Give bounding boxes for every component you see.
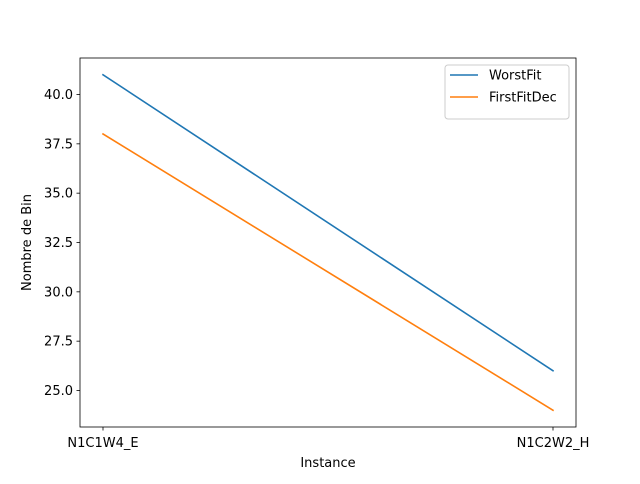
legend-box bbox=[444, 64, 570, 120]
axes-frame bbox=[79, 57, 577, 428]
y-tick-label: 35.0 bbox=[44, 187, 73, 202]
x-tick-label: N1C1W4_E bbox=[67, 436, 138, 451]
y-tick-label: 25.0 bbox=[44, 384, 73, 399]
y-tick-label: 30.0 bbox=[44, 285, 73, 300]
y-tick-label: 27.5 bbox=[44, 335, 73, 350]
legend-label-worstfit: WorstFit bbox=[489, 69, 542, 84]
series-line-firstfitdec bbox=[101, 132, 555, 412]
y-tick-label: 40.0 bbox=[44, 88, 73, 103]
x-axis-ticks: N1C1W4_E N1C2W2_H bbox=[67, 427, 589, 451]
legend-label-firstfitdec: FirstFitDec bbox=[489, 91, 557, 106]
legend: WorstFit FirstFitDec bbox=[444, 64, 570, 120]
series-line-worstfit bbox=[101, 73, 555, 372]
x-tick-label: N1C2W2_H bbox=[517, 436, 590, 451]
y-axis-label: Nombre de Bin bbox=[20, 194, 35, 291]
x-axis-label: Instance bbox=[300, 456, 355, 471]
y-axis-ticks: 25.0 27.5 30.0 32.5 35.0 37.5 40.0 bbox=[44, 88, 80, 399]
y-tick-label: 37.5 bbox=[44, 137, 73, 152]
series-lines bbox=[101, 73, 555, 412]
y-tick-label: 32.5 bbox=[44, 236, 73, 251]
